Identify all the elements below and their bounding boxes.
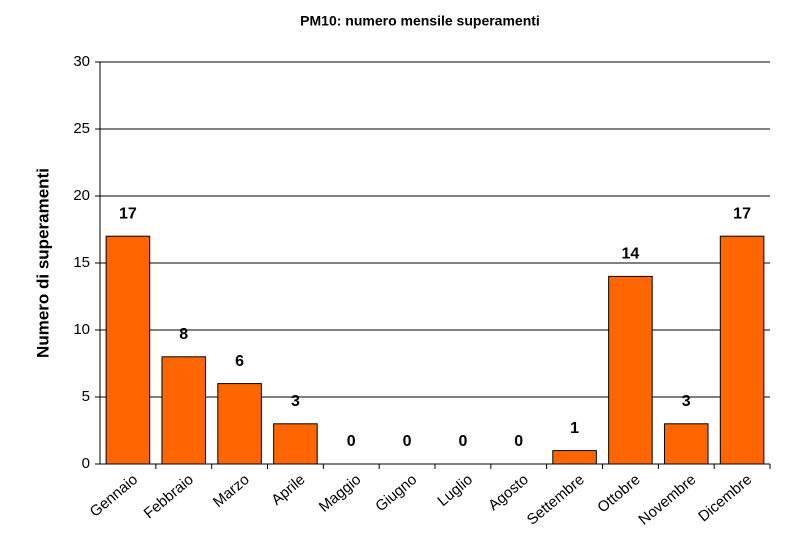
chart-title: PM10: numero mensile superamenti xyxy=(300,13,540,29)
y-axis-label: Numero di superamenti xyxy=(33,168,52,358)
y-tick-label: 25 xyxy=(73,120,90,137)
x-tick-label: Agosto xyxy=(485,471,532,514)
bar xyxy=(217,383,262,465)
data-label: 3 xyxy=(682,393,691,410)
x-tick-label: Gennaio xyxy=(87,471,141,520)
data-label: 0 xyxy=(403,433,412,450)
data-label: 6 xyxy=(235,353,244,370)
y-tick-label: 5 xyxy=(82,388,90,405)
bar xyxy=(273,423,318,465)
x-tick-label: Febbraio xyxy=(141,471,197,522)
y-tick-label: 20 xyxy=(73,187,90,204)
x-tick-label: Maggio xyxy=(316,471,365,516)
bar xyxy=(663,423,709,465)
bar xyxy=(105,235,151,465)
y-tick-label: 30 xyxy=(73,53,90,70)
x-tick-label: Giugno xyxy=(372,471,420,515)
data-label: 14 xyxy=(622,246,640,263)
bar xyxy=(719,235,765,465)
data-label: 1 xyxy=(570,420,579,437)
x-tick-label: Settembre xyxy=(524,471,588,529)
bar xyxy=(552,450,597,465)
x-tick-label: Novembre xyxy=(635,471,699,529)
y-tick-label: 15 xyxy=(73,254,90,271)
data-label: 0 xyxy=(347,433,356,450)
data-label: 0 xyxy=(458,433,467,450)
data-label: 17 xyxy=(733,205,751,222)
bar xyxy=(608,275,653,465)
x-tick-label: Marzo xyxy=(210,471,253,511)
data-label: 3 xyxy=(291,393,300,410)
data-label: 8 xyxy=(179,326,188,343)
data-label: 0 xyxy=(514,433,523,450)
x-tick-label: Ottobre xyxy=(594,471,643,516)
data-label: 17 xyxy=(119,205,137,222)
y-tick-label: 10 xyxy=(73,321,90,338)
y-tick-label: 0 xyxy=(82,455,90,472)
x-tick-label: Aprile xyxy=(268,471,308,509)
x-tick-label: Dicembre xyxy=(695,471,755,525)
bar xyxy=(161,356,207,465)
x-tick-label: Luglio xyxy=(434,471,476,510)
